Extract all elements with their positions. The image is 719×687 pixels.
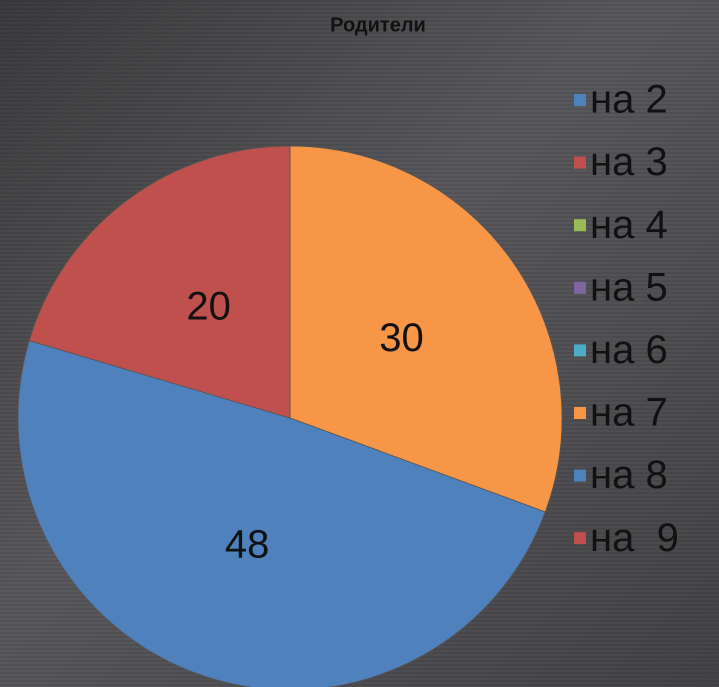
legend-label: на 7 — [590, 391, 668, 435]
legend-swatch — [574, 219, 586, 232]
legend-label: на 4 — [590, 203, 668, 247]
legend-label: на 8 — [590, 453, 668, 497]
pie-slice — [289, 145, 563, 513]
data-label: 30 — [379, 316, 424, 360]
legend-label: на 5 — [590, 265, 668, 309]
legend-swatch — [574, 94, 586, 106]
legend-swatch — [574, 469, 586, 482]
legend-swatch — [574, 281, 586, 294]
chart-title: Родители — [330, 14, 426, 36]
legend-swatch — [574, 156, 586, 169]
legend-swatch — [574, 407, 586, 419]
pie-slice — [28, 145, 291, 419]
legend-label: на 2 — [590, 78, 668, 122]
pie-slice — [17, 340, 546, 687]
legend-label: на 9 — [590, 516, 679, 560]
legend-swatch — [574, 344, 586, 357]
legend-swatch — [574, 532, 586, 545]
legend-label: на 6 — [590, 328, 668, 372]
legend-label: на 3 — [590, 140, 668, 184]
data-label: 20 — [186, 285, 231, 329]
data-label: 48 — [225, 523, 270, 567]
